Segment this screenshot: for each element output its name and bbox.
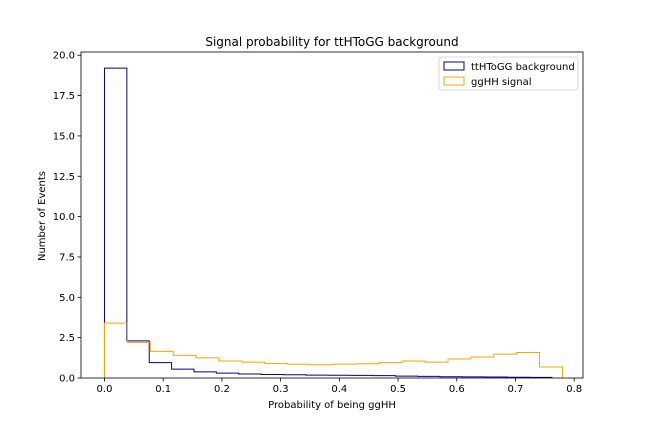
y-axis-label: Number of Events — [37, 171, 48, 261]
legend-swatch-0 — [443, 61, 465, 71]
x-tick-label: 0.0 — [97, 384, 113, 395]
axis-ticks: 0.0 0.1 0.2 0.3 0.4 0.5 0.6 0.7 0.8 0.0 2.5 5.0 7.5 1… — [53, 51, 582, 395]
y-tick-label: 20.0 — [53, 51, 75, 62]
x-tick-label: 0.6 — [449, 384, 465, 395]
x-tick-label: 0.7 — [508, 384, 524, 395]
y-tick-label: 0.0 — [59, 374, 75, 385]
plot-area — [80, 51, 584, 379]
series-1-histogram-line — [103, 322, 563, 378]
x-tick-label: 0.3 — [273, 384, 289, 395]
y-tick-label: 12.5 — [53, 172, 75, 183]
x-tick-label: 0.1 — [155, 384, 171, 395]
y-tick-label: 15.0 — [53, 131, 75, 142]
x-tick-label: 0.2 — [214, 384, 230, 395]
y-tick-label: 17.5 — [53, 91, 75, 102]
x-tick-label: 0.8 — [566, 384, 582, 395]
x-axis-label: Probability of being ggHH — [268, 400, 396, 411]
chart-title: Signal probability for ttHToGG backgroun… — [205, 35, 458, 49]
plot-frame — [80, 51, 584, 379]
x-tick-label: 0.4 — [331, 384, 347, 395]
y-tick-label: 7.5 — [59, 252, 75, 263]
legend-box — [438, 56, 579, 91]
legend-label-0: ttHToGG background — [471, 62, 575, 73]
y-tick-label: 10.0 — [53, 212, 75, 223]
y-tick-label: 2.5 — [59, 333, 75, 344]
legend-swatch-1 — [443, 76, 465, 86]
legend-label-1: ggHH signal — [471, 77, 532, 88]
series-0-histogram-line — [103, 67, 553, 378]
legend: ttHToGG background ggHH signal — [438, 56, 579, 91]
y-tick-label: 5.0 — [59, 293, 75, 304]
x-tick-label: 0.5 — [390, 384, 406, 395]
